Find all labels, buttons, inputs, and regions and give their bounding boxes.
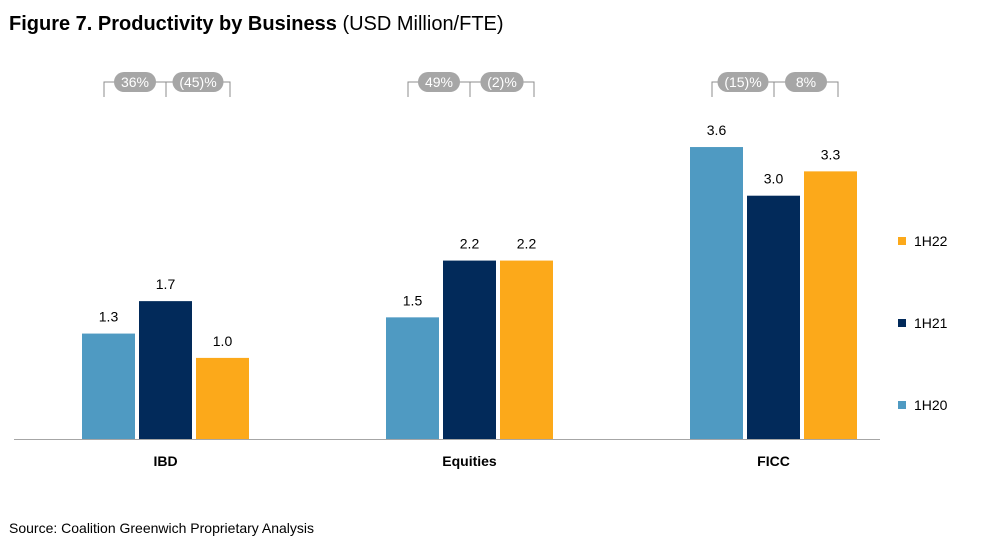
category-label-equities: Equities [442, 453, 497, 469]
legend-label-1h20: 1H20 [914, 397, 948, 413]
data-label: 1.0 [213, 333, 233, 349]
change-badge [172, 72, 224, 92]
category-label-ficc: FICC [757, 453, 790, 469]
data-label: 1.7 [156, 276, 176, 292]
legend-label-1h21: 1H21 [914, 315, 948, 331]
bar-equities-1h21 [443, 260, 496, 439]
chart-title: Figure 7. Productivity by Business (USD … [9, 13, 504, 36]
chart-title-units: (USD Million/FTE) [342, 13, 504, 35]
bar-ibd-1h21 [139, 301, 192, 439]
change-badge [785, 72, 827, 92]
change-bracket [407, 81, 535, 97]
bar-equities-1h22 [500, 260, 553, 439]
change-badge-label: (2)% [487, 74, 517, 90]
legend-swatch-1h21 [898, 319, 906, 327]
data-label: 2.2 [517, 236, 537, 252]
change-badge [114, 72, 156, 92]
change-badge-label: 8% [796, 74, 816, 90]
bar-ibd-1h22 [196, 357, 249, 439]
category-label-ibd: IBD [153, 453, 177, 469]
legend-label-1h22: 1H22 [914, 233, 948, 249]
change-badge [418, 72, 460, 92]
legend-swatch-1h22 [898, 237, 906, 245]
data-label: 3.3 [821, 146, 841, 162]
change-bracket [103, 81, 231, 97]
change-badge [480, 72, 524, 92]
bar-ficc-1h21 [747, 195, 800, 439]
chart-title-main: Figure 7. Productivity by Business [9, 13, 337, 35]
data-label: 1.5 [403, 292, 423, 308]
change-badge-label: 36% [121, 74, 149, 90]
data-label: 2.2 [460, 236, 480, 252]
bar-chart: 1.3 1.5 3.6 1.7 2.2 3.0 1.0 2.2 3.3 IBD Equities FI… [14, 72, 948, 469]
legend-swatch-1h20 [898, 401, 906, 409]
data-label: 3.0 [764, 171, 784, 187]
change-bracket [711, 81, 839, 97]
data-label: 1.3 [99, 309, 119, 325]
bar-ibd-1h20 [82, 333, 135, 439]
source-note: Source: Coalition Greenwich Proprietary … [9, 520, 315, 536]
change-badge-label: (15)% [724, 74, 761, 90]
bar-ficc-1h20 [690, 147, 743, 440]
change-badge-label: (45)% [179, 74, 216, 90]
bar-ficc-1h22 [804, 171, 857, 439]
change-badge [717, 72, 769, 92]
bar-equities-1h20 [386, 317, 439, 439]
data-label: 3.6 [707, 122, 727, 138]
change-badge-label: 49% [425, 74, 453, 90]
